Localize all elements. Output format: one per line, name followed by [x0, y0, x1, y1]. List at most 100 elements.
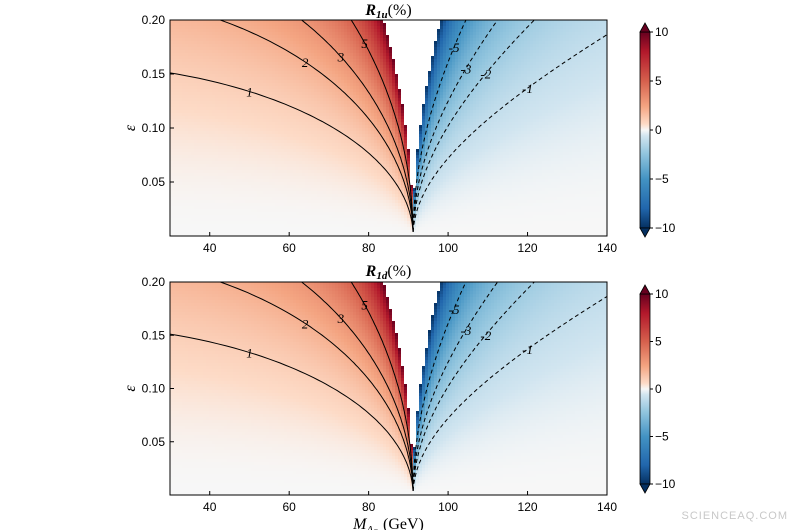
heatmap-cell: [239, 83, 243, 87]
heatmap-cell: [470, 107, 474, 111]
heatmap-cell: [440, 101, 444, 105]
heatmap-cell: [533, 29, 537, 33]
heatmap-cell: [224, 29, 228, 33]
heatmap-cell: [185, 20, 189, 24]
heatmap-cell: [497, 113, 501, 117]
heatmap-cell: [602, 44, 606, 48]
heatmap-cell: [476, 23, 480, 27]
heatmap-cell: [482, 50, 486, 54]
heatmap-cell: [473, 86, 477, 90]
heatmap-cell: [530, 89, 534, 93]
heatmap-cell: [443, 56, 447, 60]
heatmap-cell: [569, 80, 573, 84]
heatmap-cell: [509, 83, 513, 87]
heatmap-cell: [236, 68, 240, 72]
heatmap-cell: [212, 32, 216, 36]
heatmap-cell: [287, 23, 291, 27]
heatmap-cell: [182, 107, 186, 111]
heatmap-cell: [188, 119, 192, 123]
heatmap-cell: [173, 104, 177, 108]
heatmap-cell: [527, 56, 531, 60]
heatmap-cell: [305, 86, 309, 90]
heatmap-cell: [305, 68, 309, 72]
heatmap-cell: [551, 77, 555, 81]
heatmap-cell: [563, 86, 567, 90]
heatmap-cell: [488, 38, 492, 42]
heatmap-cell: [353, 29, 357, 33]
heatmap-cell: [479, 35, 483, 39]
heatmap-cell: [461, 20, 465, 24]
heatmap-cell: [503, 110, 507, 114]
heatmap-cell: [524, 71, 528, 75]
heatmap-cell: [380, 104, 384, 108]
heatmap-cell: [557, 71, 561, 75]
heatmap-cell: [230, 92, 234, 96]
heatmap-cell: [425, 41, 429, 45]
heatmap-cell: [548, 83, 552, 87]
heatmap-cell: [191, 41, 195, 45]
heatmap-cell: [182, 104, 186, 108]
heatmap-cell: [341, 29, 345, 33]
heatmap-cell: [281, 62, 285, 66]
heatmap-cell: [251, 116, 255, 120]
heatmap-cell: [290, 104, 294, 108]
heatmap-cell: [533, 107, 537, 111]
heatmap-cell: [227, 95, 231, 99]
heatmap-cell: [500, 29, 504, 33]
heatmap-cell: [503, 23, 507, 27]
heatmap-cell: [170, 50, 174, 54]
heatmap-cell: [581, 77, 585, 81]
heatmap-cell: [245, 68, 249, 72]
heatmap-cell: [536, 101, 540, 105]
heatmap-cell: [329, 80, 333, 84]
heatmap-cell: [452, 74, 456, 78]
heatmap-cell: [191, 89, 195, 93]
heatmap-cell: [479, 113, 483, 117]
heatmap-cell: [263, 29, 267, 33]
heatmap-cell: [371, 35, 375, 39]
heatmap-cell: [467, 47, 471, 51]
heatmap-cell: [503, 107, 507, 111]
heatmap-cell: [362, 38, 366, 42]
heatmap-cell: [509, 59, 513, 63]
heatmap-cell: [431, 29, 435, 33]
heatmap-cell: [464, 23, 468, 27]
heatmap-cell: [368, 89, 372, 93]
heatmap-cell: [557, 50, 561, 54]
heatmap-cell: [308, 83, 312, 87]
heatmap-cell: [512, 98, 516, 102]
heatmap-cell: [428, 113, 432, 117]
heatmap-cell: [605, 110, 607, 114]
heatmap-cell: [491, 101, 495, 105]
heatmap-cell: [263, 62, 267, 66]
heatmap-cell: [599, 53, 603, 57]
heatmap-cell: [170, 104, 174, 108]
heatmap-cell: [335, 80, 339, 84]
heatmap-cell: [494, 59, 498, 63]
heatmap-cell: [539, 92, 543, 96]
heatmap-cell: [536, 71, 540, 75]
heatmap-cell: [428, 29, 432, 33]
heatmap-cell: [509, 20, 513, 24]
heatmap-cell: [587, 20, 591, 24]
heatmap-cell: [182, 116, 186, 120]
heatmap-cell: [551, 98, 555, 102]
heatmap-cell: [278, 80, 282, 84]
heatmap-cell: [287, 20, 291, 24]
heatmap-cell: [392, 32, 396, 36]
heatmap-cell: [299, 23, 303, 27]
heatmap-cell: [269, 95, 273, 99]
heatmap-cell: [308, 50, 312, 54]
heatmap-cell: [203, 101, 207, 105]
heatmap-cell: [245, 86, 249, 90]
heatmap-cell: [449, 29, 453, 33]
heatmap-cell: [473, 44, 477, 48]
heatmap-cell: [188, 59, 192, 63]
heatmap-cell: [587, 92, 591, 96]
heatmap-cell: [545, 20, 549, 24]
heatmap-cell: [329, 116, 333, 120]
heatmap-cell: [182, 95, 186, 99]
heatmap-cell: [506, 29, 510, 33]
heatmap-cell: [317, 92, 321, 96]
heatmap-cell: [416, 104, 420, 108]
